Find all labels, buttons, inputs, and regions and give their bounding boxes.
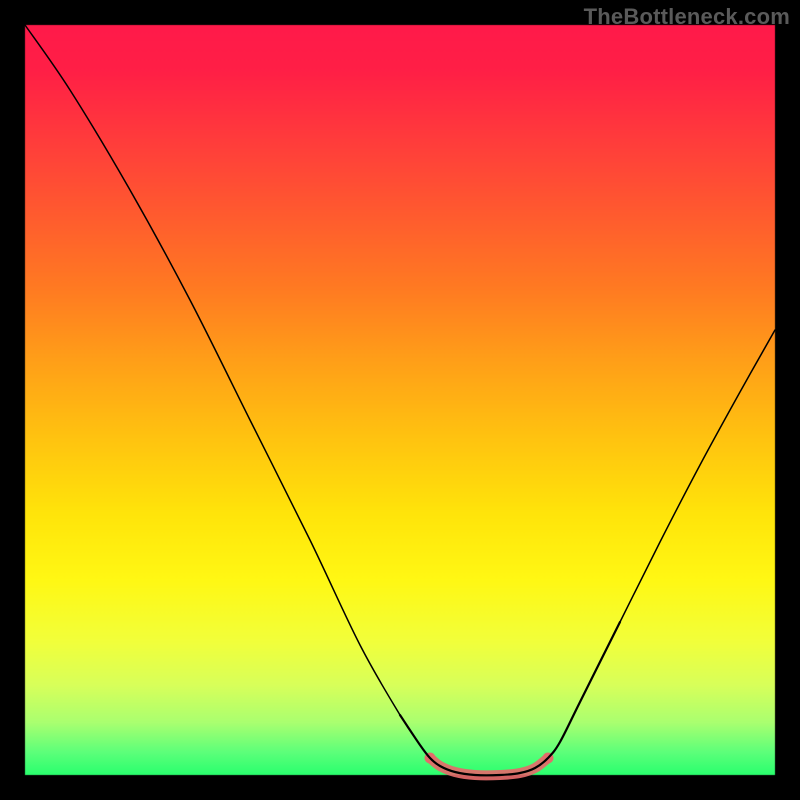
trough-highlight: [430, 758, 548, 775]
curve-layer: [0, 0, 800, 800]
chart-stage: TheBottleneck.com: [0, 0, 800, 800]
bottleneck-curve-lower: [400, 622, 620, 775]
watermark-text: TheBottleneck.com: [584, 4, 790, 30]
bottleneck-curve-upper: [25, 25, 775, 775]
